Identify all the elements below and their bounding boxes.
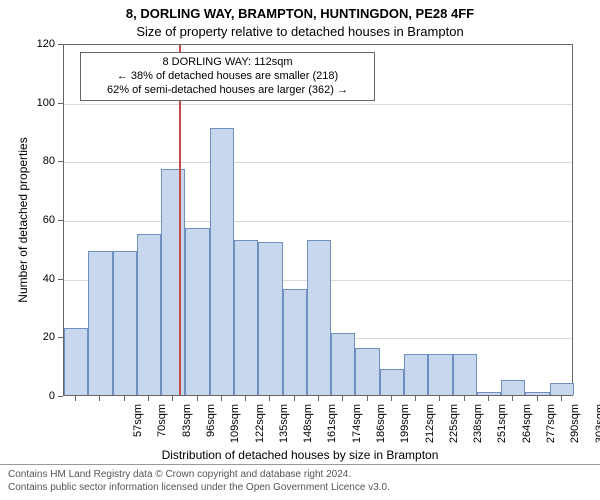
annotation-box: 8 DORLING WAY: 112sqm← 38% of detached h… bbox=[80, 52, 375, 101]
ytick-mark bbox=[58, 161, 63, 162]
ytick-mark bbox=[58, 396, 63, 397]
ytick-label: 120 bbox=[0, 38, 55, 50]
gridline-h bbox=[64, 162, 572, 163]
histogram-bar bbox=[501, 380, 525, 395]
histogram-bar bbox=[307, 240, 331, 395]
xtick-mark bbox=[367, 396, 368, 401]
xtick-mark bbox=[415, 396, 416, 401]
xtick-mark bbox=[342, 396, 343, 401]
histogram-bar bbox=[477, 392, 501, 395]
xtick-mark bbox=[99, 396, 100, 401]
xtick-mark bbox=[512, 396, 513, 401]
annotation-line2: ← 38% of detached houses are smaller (21… bbox=[87, 70, 368, 84]
histogram-bar bbox=[331, 333, 355, 395]
xtick-mark bbox=[245, 396, 246, 401]
histogram-bar bbox=[380, 369, 404, 395]
footer: Contains HM Land Registry data © Crown c… bbox=[0, 464, 600, 500]
annotation-line1: 8 DORLING WAY: 112sqm bbox=[87, 56, 368, 70]
xtick-mark bbox=[221, 396, 222, 401]
y-axis-label: Number of detached properties bbox=[16, 120, 30, 320]
xtick-mark bbox=[148, 396, 149, 401]
xtick-mark bbox=[172, 396, 173, 401]
x-axis-label: Distribution of detached houses by size … bbox=[0, 448, 600, 462]
chart-subtitle: Size of property relative to detached ho… bbox=[0, 24, 600, 39]
xtick-mark bbox=[537, 396, 538, 401]
histogram-bar bbox=[355, 348, 379, 395]
ytick-label: 20 bbox=[0, 331, 55, 343]
xtick-mark bbox=[294, 396, 295, 401]
histogram-bar bbox=[234, 240, 258, 395]
xtick-mark bbox=[197, 396, 198, 401]
ytick-label: 100 bbox=[0, 97, 55, 109]
histogram-bar bbox=[428, 354, 452, 395]
histogram-bar bbox=[404, 354, 428, 395]
histogram-bar bbox=[283, 289, 307, 395]
ytick-mark bbox=[58, 220, 63, 221]
histogram-bar bbox=[88, 251, 112, 395]
ytick-mark bbox=[58, 279, 63, 280]
xtick-mark bbox=[391, 396, 392, 401]
histogram-bar bbox=[185, 228, 209, 395]
xtick-mark bbox=[464, 396, 465, 401]
xtick-mark bbox=[561, 396, 562, 401]
ytick-mark bbox=[58, 103, 63, 104]
xtick-mark bbox=[75, 396, 76, 401]
xtick-mark bbox=[488, 396, 489, 401]
footer-line2: Contains public sector information licen… bbox=[8, 482, 592, 495]
xtick-mark bbox=[269, 396, 270, 401]
annotation-line3: 62% of semi-detached houses are larger (… bbox=[87, 84, 368, 98]
footer-line1: Contains HM Land Registry data © Crown c… bbox=[8, 469, 592, 482]
histogram-bar bbox=[137, 234, 161, 395]
gridline-h bbox=[64, 104, 572, 105]
histogram-bar bbox=[161, 169, 185, 395]
histogram-bar bbox=[525, 392, 549, 395]
gridline-h bbox=[64, 221, 572, 222]
xtick-mark bbox=[124, 396, 125, 401]
histogram-bar bbox=[550, 383, 574, 395]
histogram-bar bbox=[113, 251, 137, 395]
chart-title-address: 8, DORLING WAY, BRAMPTON, HUNTINGDON, PE… bbox=[0, 6, 600, 21]
histogram-bar bbox=[210, 128, 234, 395]
ytick-mark bbox=[58, 44, 63, 45]
histogram-bar bbox=[64, 328, 88, 395]
histogram-bar bbox=[453, 354, 477, 395]
xtick-mark bbox=[318, 396, 319, 401]
ytick-label: 0 bbox=[0, 390, 55, 402]
ytick-mark bbox=[58, 337, 63, 338]
xtick-mark bbox=[439, 396, 440, 401]
histogram-bar bbox=[258, 242, 282, 395]
